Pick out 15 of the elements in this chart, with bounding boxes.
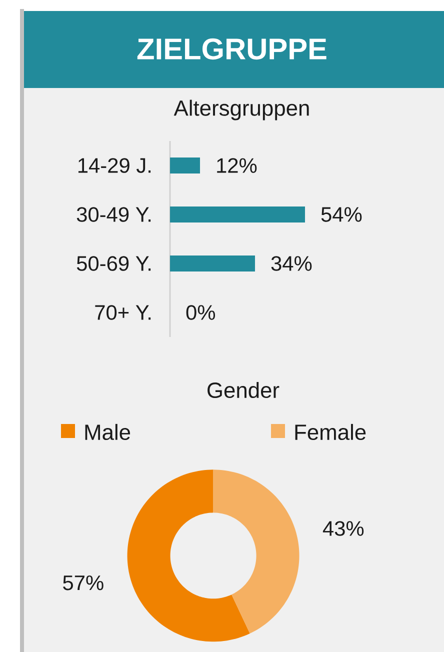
data-label: 12%: [217, 158, 257, 173]
y-tick-label: 70+ Y.: [95, 305, 151, 320]
data-label: 54%: [321, 207, 362, 222]
y-tick-label: 50-69 Y.: [76, 256, 151, 271]
chart-title: ZIELGRUPPE: [137, 38, 326, 60]
y-tick-label: 14-29 J.: [78, 158, 151, 173]
legend-label: Female: [295, 424, 366, 440]
data-label: 0%: [186, 305, 216, 320]
data-label: 57%: [63, 575, 104, 590]
chart-subtitle: Altersgruppen: [174, 100, 309, 120]
chart-title: Gender: [208, 382, 280, 398]
data-label: 34%: [271, 256, 312, 271]
legend-label: Male: [85, 424, 130, 440]
y-tick-label: 30-49 Y.: [76, 207, 151, 222]
data-label: 43%: [322, 521, 364, 536]
